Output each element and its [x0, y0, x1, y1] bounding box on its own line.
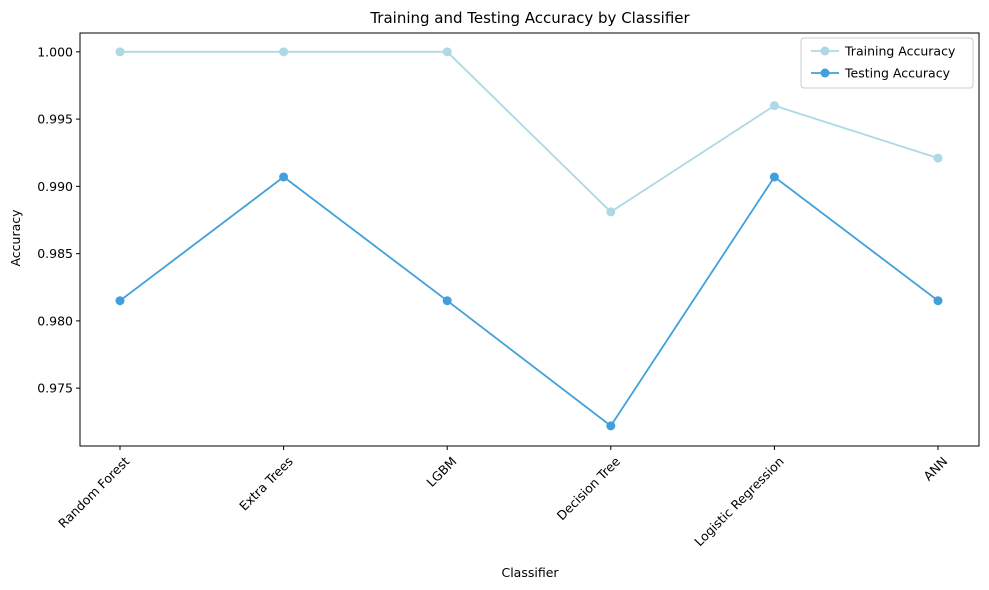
- legend-label-0: Training Accuracy: [844, 44, 956, 59]
- y-tick-label: 0.990: [37, 179, 73, 194]
- x-tick-label: Decision Tree: [554, 453, 624, 523]
- y-tick-label: 0.995: [37, 112, 73, 127]
- y-axis-title: Accuracy: [8, 209, 23, 267]
- legend: Training Accuracy Testing Accuracy: [800, 37, 974, 89]
- y-tick-label: 0.980: [37, 313, 73, 328]
- data-point-1-3: [606, 421, 616, 431]
- plot-area: 0.975 0.980 0.985 0.990 0.995 1.000 Random For…: [37, 32, 980, 549]
- series-line-1: [119, 175, 939, 428]
- axes-frame: [79, 32, 980, 447]
- y-tick-label: 0.975: [37, 381, 73, 396]
- data-point-0-1: [279, 47, 289, 57]
- y-tick-label: 0.985: [37, 246, 73, 261]
- data-point-1-0: [115, 296, 125, 306]
- data-point-1-2: [442, 296, 452, 306]
- data-point-0-0: [115, 47, 125, 57]
- data-point-1-5: [933, 296, 943, 306]
- y-tick-label: 1.000: [37, 44, 73, 59]
- x-tick-label: Logistic Regression: [691, 454, 786, 549]
- chart-title: Training and Testing Accuracy by Classif…: [369, 9, 690, 27]
- legend-label-1: Testing Accuracy: [844, 66, 951, 81]
- x-tick-label: LGBM: [423, 454, 459, 490]
- series-line-0: [120, 50, 939, 214]
- legend-box: [800, 37, 974, 89]
- data-point-1-4: [769, 172, 779, 182]
- data-point-0-5: [933, 153, 943, 163]
- data-point-0-4: [769, 101, 779, 111]
- data-point-0-2: [442, 47, 452, 57]
- legend-marker-0: [820, 46, 830, 56]
- x-tick-label: Random Forest: [55, 454, 132, 531]
- x-tick-label: Extra Trees: [236, 454, 296, 514]
- data-point-0-3: [606, 207, 616, 217]
- data-point-1-1: [279, 172, 289, 182]
- legend-marker-1: [820, 68, 830, 78]
- x-tick-label: ANN: [920, 454, 950, 484]
- x-axis-title: Classifier: [501, 565, 559, 580]
